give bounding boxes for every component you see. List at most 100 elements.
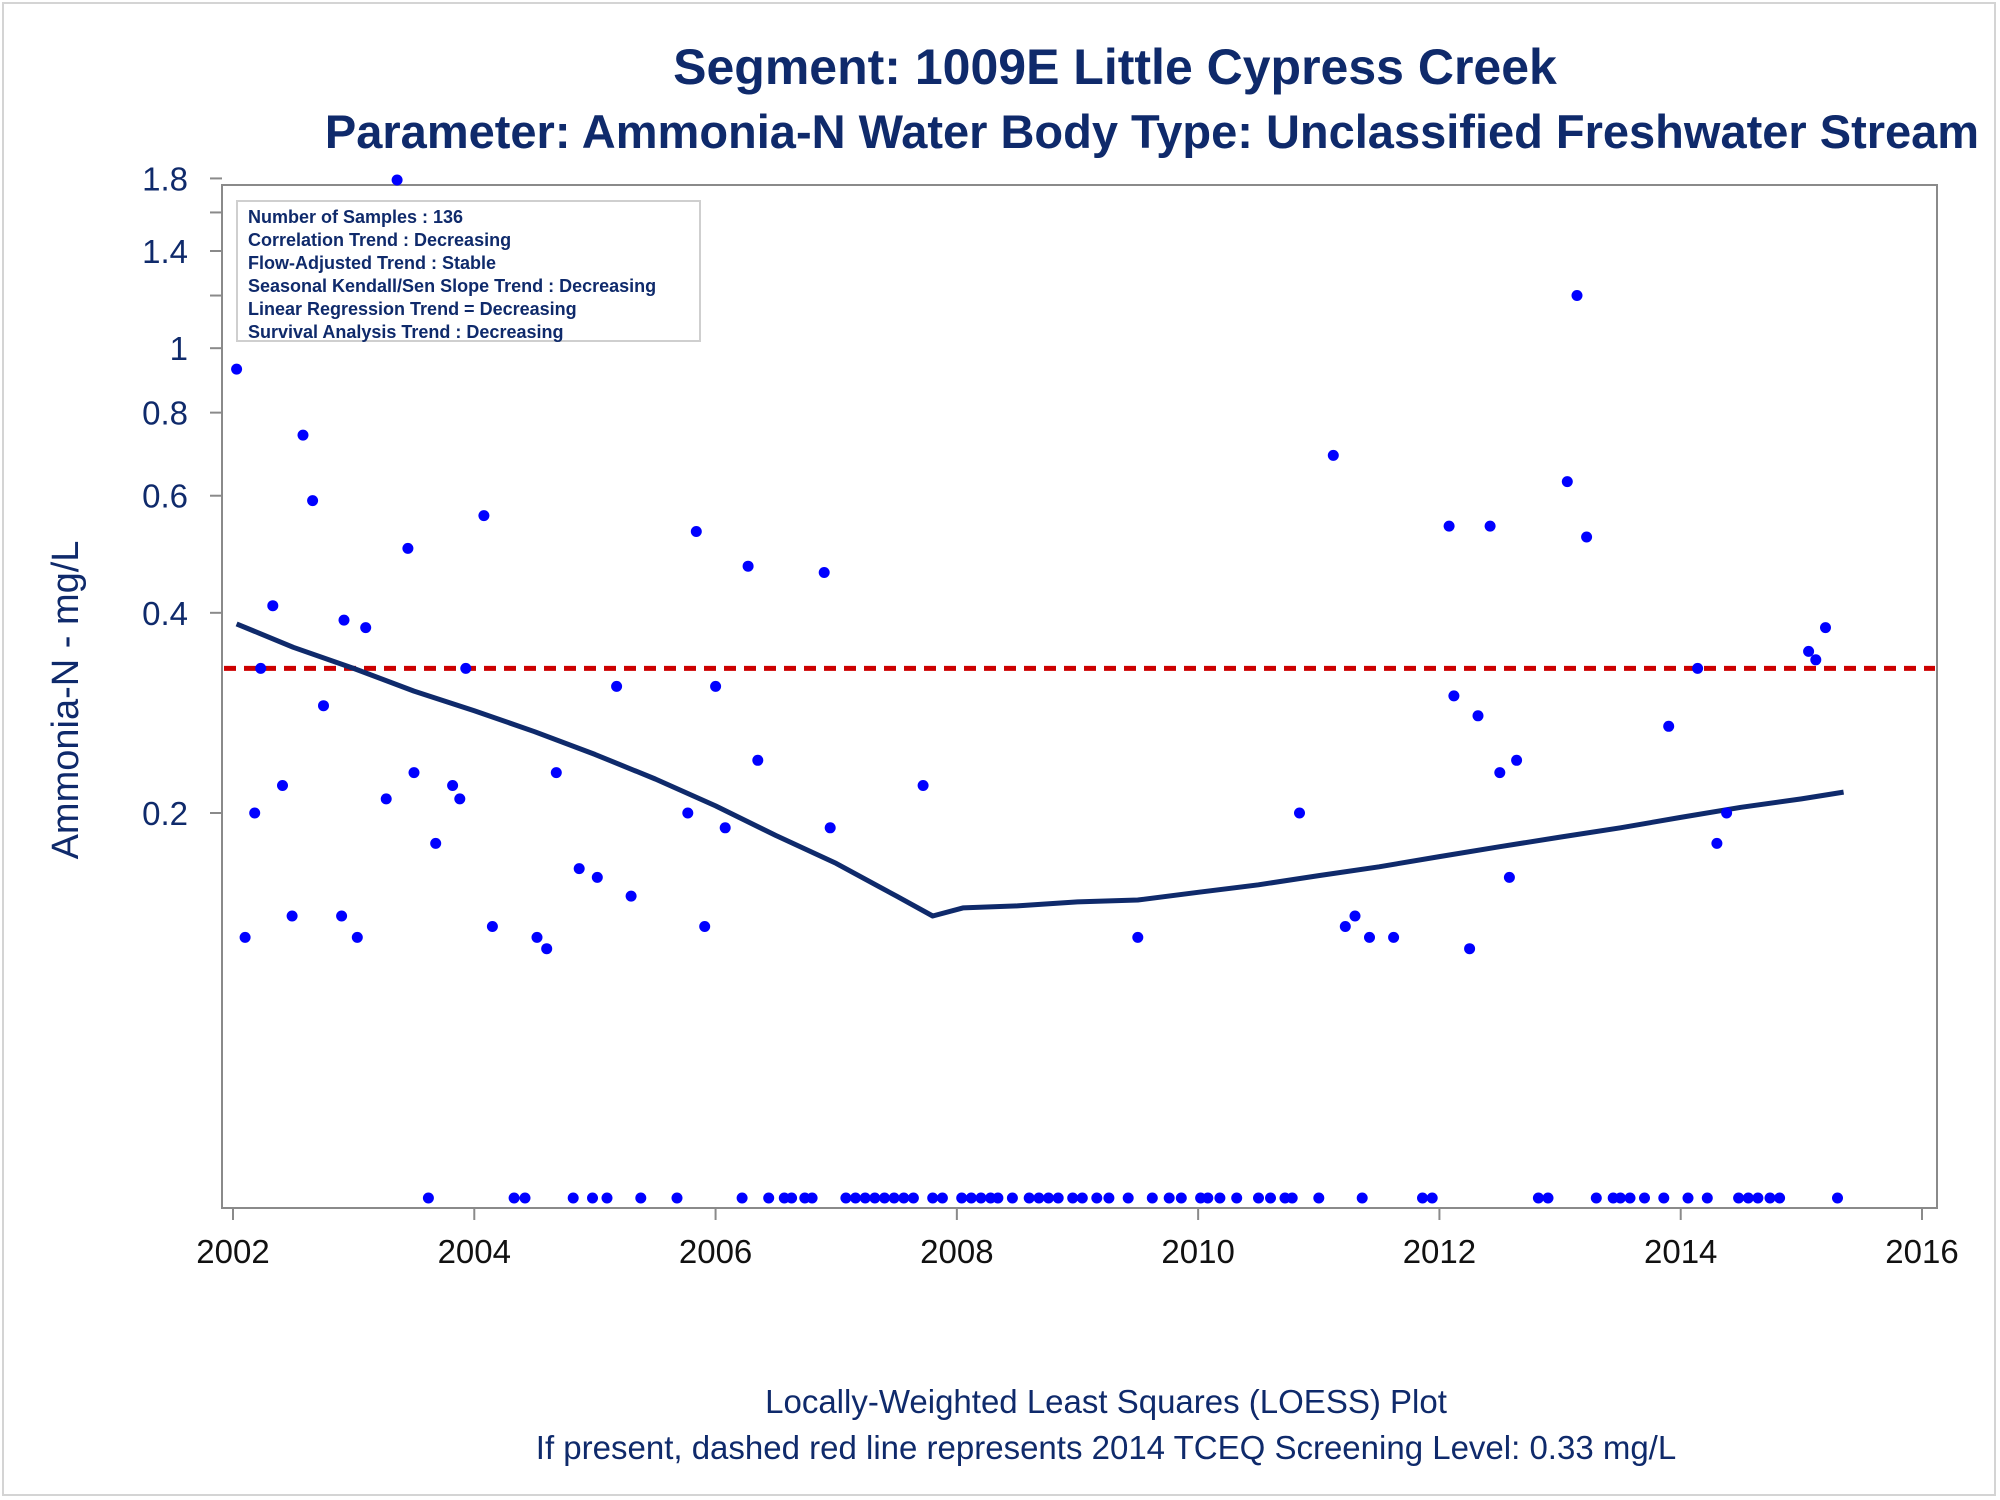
sample-point (573, 863, 585, 875)
sample-point (1764, 1192, 1776, 1204)
x-tick-label: 2008 (920, 1233, 993, 1270)
sample-point (1484, 520, 1496, 532)
points-group (231, 174, 1843, 1204)
sample-point (1624, 1192, 1636, 1204)
sample-point (1639, 1192, 1650, 1204)
sample-point (591, 871, 603, 883)
y-tick-label: 0.4 (142, 595, 188, 632)
sample-point (519, 1192, 531, 1204)
sample-point (719, 822, 731, 834)
sample-point (917, 780, 929, 791)
sample-point (391, 174, 403, 186)
sample-point (601, 1192, 613, 1204)
x-tick-label: 2002 (196, 1233, 269, 1270)
sample-point (859, 1192, 871, 1204)
sample-point (508, 1192, 520, 1204)
sample-point (1542, 1192, 1554, 1204)
y-tick-label: 0.8 (142, 395, 188, 432)
sample-point (840, 1192, 852, 1204)
sample-point (1076, 1192, 1088, 1204)
sample-point (1043, 1192, 1054, 1204)
sample-point (879, 1192, 890, 1204)
y-tick-label: 1.4 (142, 233, 188, 270)
sample-point (408, 767, 420, 779)
sample-point (1832, 1192, 1843, 1204)
sample-point (786, 1192, 798, 1204)
sample-point (1721, 807, 1733, 819)
x-tick-label: 2014 (1644, 1233, 1717, 1270)
sample-point (1023, 1192, 1035, 1204)
sample-point (460, 662, 472, 674)
plot-area (221, 184, 1938, 1209)
sample-point (447, 780, 459, 791)
sample-point (1132, 931, 1144, 943)
sample-point (550, 767, 562, 779)
sample-point (1443, 520, 1455, 532)
sample-point (1472, 710, 1484, 722)
sample-point (1006, 1192, 1018, 1204)
sample-point (956, 1192, 968, 1204)
sample-point (1494, 767, 1506, 779)
sample-point (1339, 921, 1351, 932)
sample-point (1163, 1192, 1175, 1204)
sample-point (1052, 1192, 1064, 1204)
y-tick-label: 0.2 (142, 795, 188, 832)
sample-point (1202, 1192, 1214, 1204)
sample-point (531, 931, 543, 943)
sample-point (975, 1192, 987, 1204)
sample-point (699, 921, 711, 932)
loess-group (235, 621, 1844, 919)
sample-point (1231, 1192, 1243, 1204)
y-axis: 0.2 0.4 0.6 0.8 1 1.4 1.8 (142, 160, 222, 832)
sample-point (625, 890, 637, 902)
x-tick-label: 2004 (438, 1233, 511, 1270)
y-tick-label: 0.6 (142, 478, 188, 515)
sample-point (297, 429, 309, 441)
y-tick-label: 1 (170, 330, 188, 367)
legend-correlation-trend: Correlation Trend : Decreasing (248, 230, 512, 250)
footnote-screening-level: If present, dashed red line represents 2… (535, 1429, 1677, 1466)
sample-point (587, 1192, 598, 1204)
sample-point (360, 622, 372, 634)
sample-point (277, 780, 288, 791)
sample-point (1265, 1192, 1276, 1204)
sample-point (1464, 943, 1476, 955)
sample-point (927, 1192, 939, 1204)
sample-point (1733, 1192, 1745, 1204)
sample-point (1253, 1192, 1264, 1204)
loess-line (235, 621, 1844, 919)
sample-point (1532, 1192, 1544, 1204)
sample-point (338, 614, 350, 626)
chart-subtitle: Parameter: Ammonia-N Water Body Type: Un… (324, 105, 1980, 158)
legend-survival-analysis-trend: Survival Analysis Trend : Decreasing (248, 322, 564, 342)
sample-point (1682, 1192, 1694, 1204)
sample-point (710, 680, 722, 692)
sample-point (1122, 1192, 1134, 1204)
sample-point (850, 1192, 861, 1204)
sample-point (1286, 1192, 1298, 1204)
sample-point (486, 921, 498, 932)
sample-point (818, 567, 830, 578)
sample-point (907, 1192, 919, 1204)
sample-point (1511, 754, 1523, 766)
legend-linear-regression-trend: Linear Regression Trend = Decreasing (248, 299, 577, 319)
sample-point (380, 793, 392, 805)
sample-point (1067, 1192, 1079, 1204)
sample-point (249, 807, 261, 819)
sample-point (1571, 290, 1583, 301)
sample-point (1103, 1192, 1115, 1204)
sample-point (1313, 1192, 1325, 1204)
sample-point (1356, 1192, 1368, 1204)
sample-point (1349, 910, 1361, 922)
sample-point (1426, 1192, 1438, 1204)
sample-point (1803, 645, 1815, 657)
sample-point (1364, 931, 1375, 943)
sample-point (1503, 871, 1515, 883)
sample-point (806, 1192, 818, 1204)
sample-point (1711, 837, 1723, 849)
sample-point (430, 837, 442, 849)
y-tick-label: 1.8 (142, 160, 188, 197)
sample-point (1581, 531, 1593, 543)
sample-point (541, 943, 553, 955)
sample-point (888, 1192, 900, 1204)
